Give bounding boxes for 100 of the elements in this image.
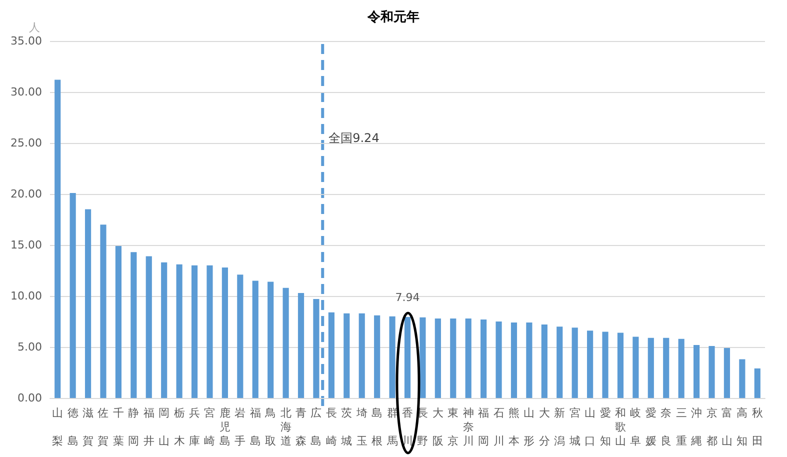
- y-axis-title: 人: [29, 21, 40, 34]
- bar: [754, 368, 760, 398]
- y-tick-label: 25.00: [10, 136, 42, 150]
- bar: [526, 322, 532, 398]
- bar: [84, 209, 92, 398]
- bar: [328, 312, 334, 398]
- category-label: 京都: [706, 406, 718, 448]
- bar: [344, 313, 350, 398]
- bar: [282, 288, 289, 398]
- bar: [708, 346, 715, 398]
- ref-line-label: 全国9.24: [328, 130, 380, 147]
- y-tick-label: 20.00: [10, 188, 42, 200]
- category-label: 岐阜: [630, 406, 642, 448]
- category-label: 三重: [676, 406, 687, 448]
- bar: [510, 322, 518, 398]
- y-tick-label: 35.00: [10, 34, 42, 48]
- category-label: 岩手: [234, 406, 246, 448]
- category-label: 熊本: [508, 406, 520, 448]
- category-label: 茨城: [341, 406, 352, 448]
- bar: [206, 265, 213, 398]
- category-label: 静岡: [128, 406, 140, 448]
- bar: [115, 246, 122, 398]
- x-tick-label: 和歌山: [614, 406, 626, 448]
- bar: [434, 318, 441, 398]
- category-label: 徳島: [67, 406, 78, 448]
- y-tick-label: 0.00: [18, 392, 42, 404]
- category-label: 富山: [721, 406, 732, 448]
- y-tick-label: 15.00: [10, 238, 42, 252]
- category-label: 香川: [402, 406, 413, 448]
- bar: [496, 322, 502, 398]
- bar: [572, 328, 578, 398]
- category-label: 奈良: [660, 406, 672, 448]
- category-label: 高知: [736, 406, 748, 448]
- y-tick-label: 30.00: [10, 86, 42, 98]
- bar: [587, 330, 594, 398]
- category-label: 東京: [448, 406, 459, 448]
- category-label: 大分: [538, 406, 550, 448]
- category-label: 島根: [372, 406, 383, 448]
- category-label: 福井: [143, 406, 154, 448]
- category-label: 愛知: [600, 406, 611, 448]
- category-label: 大阪: [432, 406, 444, 448]
- category-label: 福岡: [478, 406, 490, 448]
- bar: [480, 319, 487, 398]
- category-label: 岡山: [158, 406, 170, 448]
- category-label: 長野: [417, 406, 428, 448]
- category-label: 宮城: [569, 406, 580, 448]
- category-label: 群馬: [386, 406, 398, 448]
- bar: [298, 292, 304, 398]
- bar: [694, 344, 700, 398]
- bar: [648, 338, 654, 398]
- bar: [237, 274, 244, 398]
- bar: [100, 224, 106, 398]
- category-label: 秋田: [752, 406, 763, 448]
- bar: [602, 332, 608, 398]
- category-label: 山形: [524, 406, 535, 448]
- x-tick-label: 神奈川: [462, 406, 474, 448]
- category-label: 埼玉: [356, 406, 368, 448]
- category-label: 石川: [493, 406, 504, 448]
- bar: [420, 317, 426, 398]
- category-label: 千葉: [112, 406, 124, 448]
- bar: [617, 332, 624, 398]
- bar: [724, 348, 730, 398]
- category-label: 栃木: [174, 406, 185, 448]
- bar: [191, 265, 198, 398]
- category-label: 鳥取: [265, 406, 276, 448]
- y-tick-label: 10.00: [10, 290, 42, 302]
- annotation: 7.94: [395, 291, 420, 304]
- bar: [404, 317, 411, 398]
- bar: [739, 359, 746, 398]
- chart-title: 令和元年: [366, 9, 420, 25]
- bar: [374, 315, 380, 398]
- category-label: 新潟: [554, 406, 566, 448]
- bar: [389, 316, 396, 398]
- bar: [252, 280, 258, 398]
- category-label: 兵庫: [189, 406, 200, 448]
- category-label: 広島: [310, 406, 322, 448]
- bar: [632, 336, 639, 398]
- category-label: 滋賀: [82, 406, 94, 448]
- category-label: 青森: [296, 406, 307, 448]
- y-tick-label: 5.00: [18, 340, 42, 354]
- category-label: 宮崎: [204, 406, 216, 448]
- category-label: 愛媛: [645, 406, 656, 448]
- category-label: 佐賀: [98, 406, 109, 448]
- bar: [541, 324, 548, 398]
- category-label: 沖縄: [691, 406, 702, 448]
- bar: [678, 338, 684, 398]
- x-tick-label: 北海道: [280, 406, 292, 448]
- bar: [161, 262, 168, 398]
- bar: [130, 252, 137, 398]
- bar: [222, 267, 228, 398]
- category-label: 福島: [250, 406, 261, 448]
- category-label: 長崎: [326, 406, 337, 448]
- bar: [176, 264, 182, 398]
- category-label: 山梨: [52, 406, 64, 448]
- bar: [54, 80, 61, 398]
- bar: [70, 192, 76, 398]
- category-label: 山口: [584, 406, 596, 448]
- bar: [146, 256, 152, 398]
- bar: [450, 318, 456, 398]
- x-tick-label: 鹿児島: [219, 406, 230, 448]
